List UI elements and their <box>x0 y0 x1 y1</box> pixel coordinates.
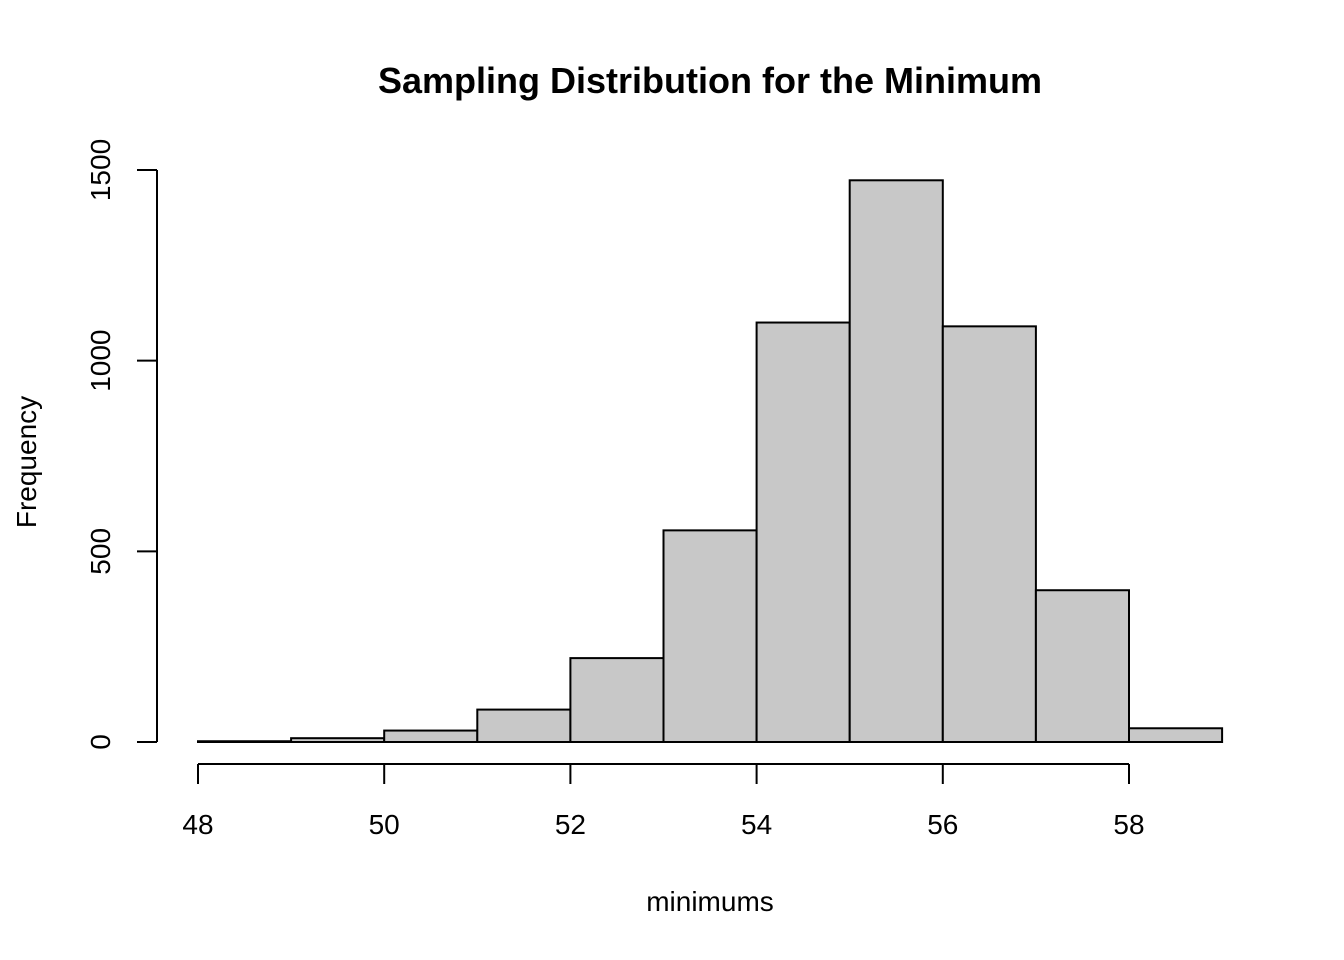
histogram-bar <box>1128 727 1224 743</box>
x-tick-label: 56 <box>927 809 958 840</box>
histogram-bar <box>1034 589 1131 743</box>
histogram-bar <box>290 737 386 743</box>
y-axis: 0 500 1000 1500 <box>85 139 158 750</box>
y-axis-label: Frequency <box>11 396 42 528</box>
histogram-bar <box>476 708 572 744</box>
x-tick-label: 58 <box>1113 809 1144 840</box>
histogram-bar <box>941 325 1037 743</box>
y-tick-label: 1000 <box>85 330 116 392</box>
x-axis: 48 50 52 54 56 58 <box>182 763 1145 840</box>
histogram-bar <box>848 179 944 743</box>
bars-group <box>197 179 1224 744</box>
x-tick-label: 54 <box>741 809 772 840</box>
x-tick-label: 50 <box>369 809 400 840</box>
histogram-bar <box>383 729 479 743</box>
y-tick-label: 0 <box>85 734 116 750</box>
x-axis-label: minimums <box>646 886 774 917</box>
x-tick-label: 52 <box>555 809 586 840</box>
histogram-bar <box>662 529 758 743</box>
histogram-bar <box>755 321 851 743</box>
y-tick-label: 1500 <box>85 139 116 201</box>
y-tick-label: 500 <box>85 528 116 575</box>
histogram-bar <box>569 657 665 744</box>
x-tick-label: 48 <box>182 809 213 840</box>
chart-title: Sampling Distribution for the Minimum <box>378 60 1042 101</box>
histogram-bar <box>197 740 293 743</box>
